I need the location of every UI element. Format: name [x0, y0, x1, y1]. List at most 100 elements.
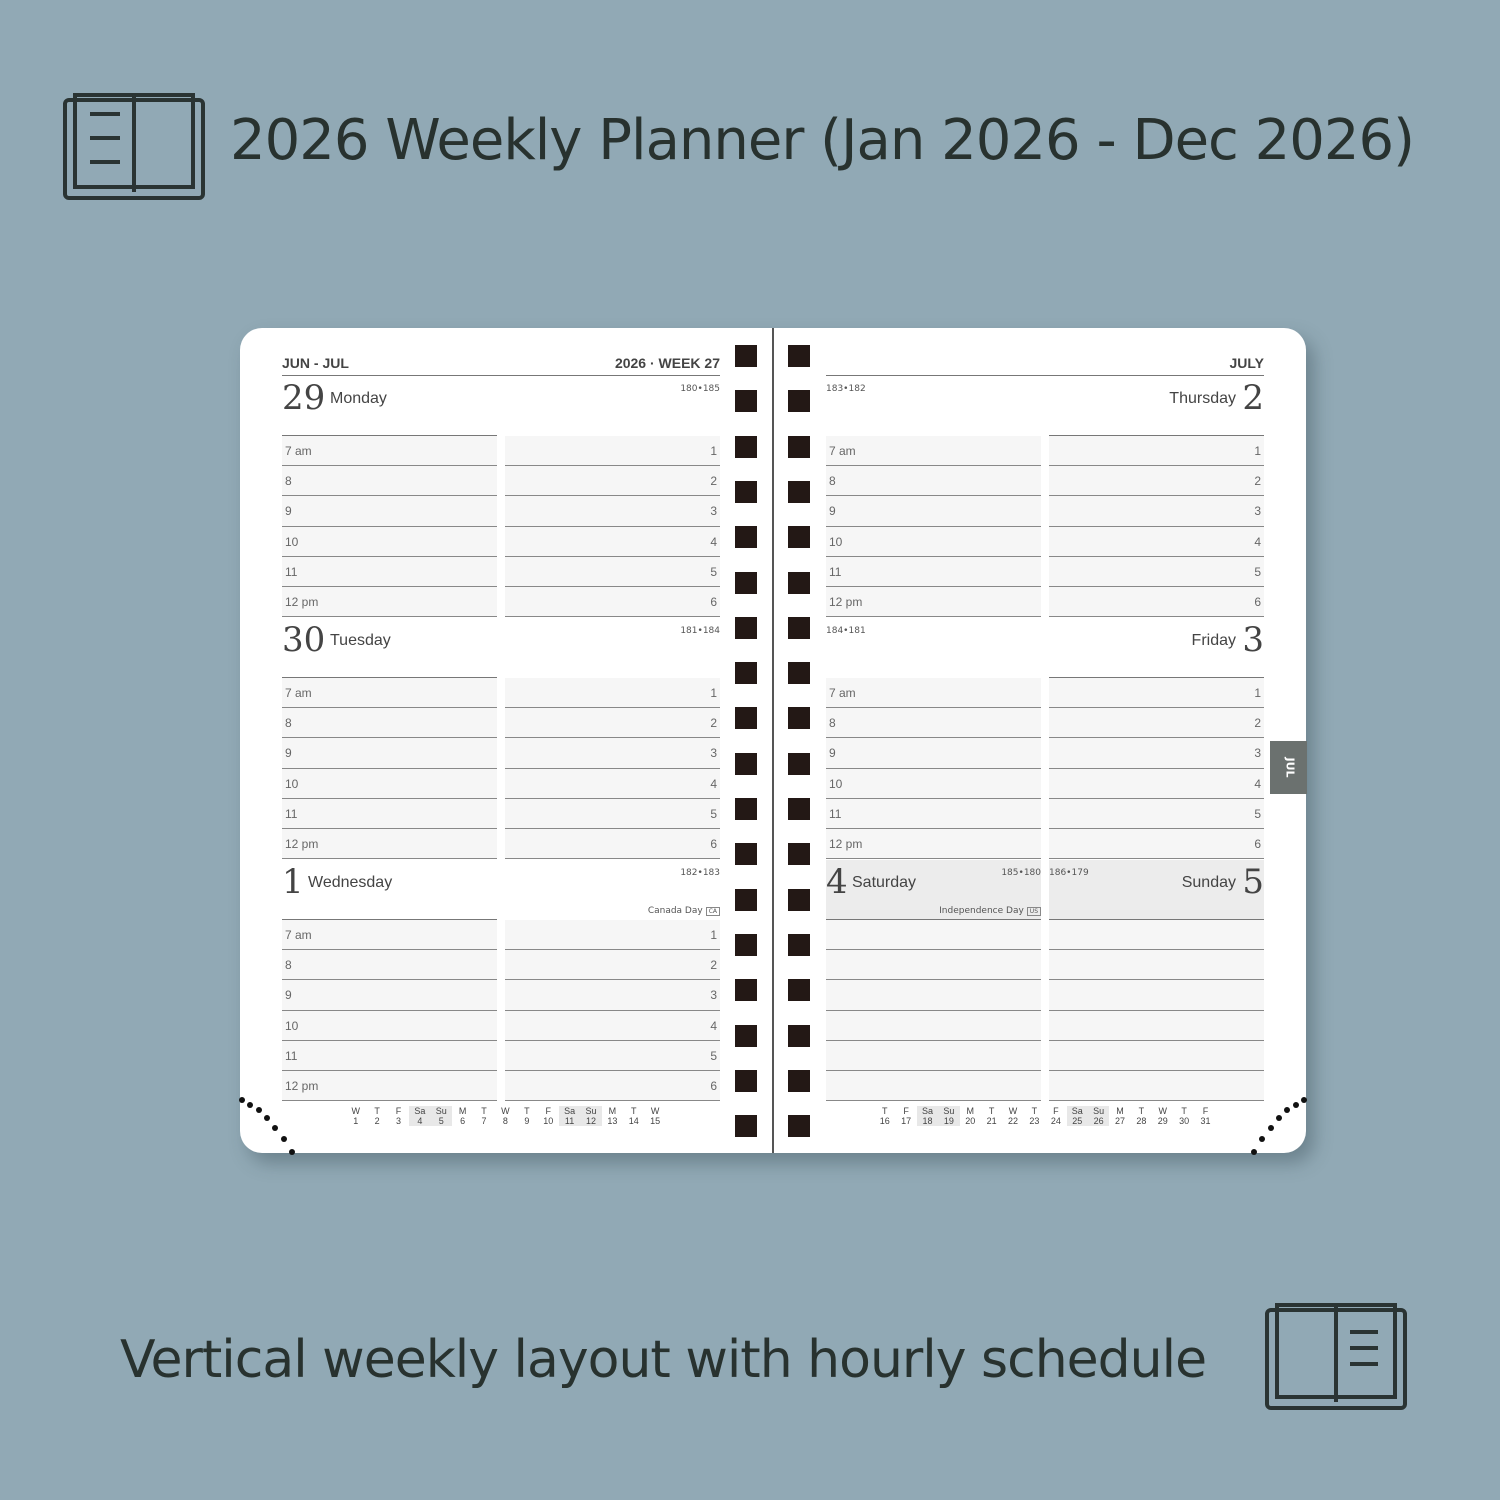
- hour-row[interactable]: 1: [505, 920, 720, 951]
- hour-row[interactable]: 7 am: [282, 920, 497, 951]
- hour-row[interactable]: 5: [505, 798, 720, 829]
- hour-row[interactable]: 6: [505, 828, 720, 860]
- hour-row[interactable]: 2: [505, 950, 720, 981]
- hour-row[interactable]: 7 am: [826, 678, 1041, 709]
- hour-row[interactable]: 1: [505, 436, 720, 467]
- hour-row[interactable]: 10: [826, 768, 1041, 799]
- hour-row[interactable]: 9: [282, 980, 497, 1011]
- hour-row[interactable]: 8: [826, 708, 1041, 739]
- hour-row[interactable]: 12 pm: [826, 586, 1041, 618]
- hour-row[interactable]: 12 pm: [282, 586, 497, 618]
- hour-row[interactable]: 10: [826, 526, 1041, 557]
- hour-row[interactable]: 10: [282, 526, 497, 557]
- hour-row[interactable]: 7 am: [282, 436, 497, 467]
- hour-row[interactable]: 10: [282, 1010, 497, 1041]
- hour-row[interactable]: 9: [282, 496, 497, 527]
- hour-label: 10: [829, 534, 843, 549]
- hour-row[interactable]: 8: [282, 950, 497, 981]
- hour-row[interactable]: 5: [505, 1040, 720, 1071]
- hour-row[interactable]: 1: [1049, 678, 1264, 709]
- hour-row[interactable]: 3: [505, 980, 720, 1011]
- weekday: F: [1202, 1106, 1209, 1116]
- note-row[interactable]: [1049, 1070, 1264, 1102]
- note-row[interactable]: [826, 980, 1041, 1011]
- hour-label: 6: [1254, 836, 1261, 851]
- note-row[interactable]: [1049, 950, 1264, 981]
- hour-row[interactable]: 8: [826, 466, 1041, 497]
- hour-row[interactable]: 3: [505, 496, 720, 527]
- hour-label: 3: [1254, 504, 1261, 519]
- mini-calendar-day: T 21: [981, 1106, 1002, 1126]
- weekday: T: [1031, 1106, 1038, 1116]
- binding-ring: [735, 1069, 757, 1092]
- hour-row[interactable]: 8: [282, 708, 497, 739]
- hour-row[interactable]: 4: [1049, 768, 1264, 799]
- hour-row[interactable]: 3: [1049, 496, 1264, 527]
- hour-row[interactable]: 11: [282, 798, 497, 829]
- weekday: T: [374, 1106, 380, 1116]
- hour-row[interactable]: 6: [505, 586, 720, 618]
- binding-ring: [788, 662, 810, 685]
- hour-row[interactable]: 9: [826, 738, 1041, 769]
- note-row[interactable]: [826, 1070, 1041, 1102]
- hour-row[interactable]: 2: [505, 466, 720, 497]
- note-row[interactable]: [1049, 980, 1264, 1011]
- note-row[interactable]: [826, 920, 1041, 951]
- hour-row[interactable]: 12 pm: [826, 828, 1041, 860]
- date: 18: [922, 1116, 933, 1126]
- hour-row[interactable]: 11: [282, 1040, 497, 1071]
- hour-row[interactable]: 2: [1049, 708, 1264, 739]
- hour-row[interactable]: 4: [505, 526, 720, 557]
- note-row[interactable]: [826, 950, 1041, 981]
- hour-row[interactable]: 7 am: [282, 678, 497, 709]
- hour-row[interactable]: 12 pm: [282, 828, 497, 860]
- hour-row[interactable]: 11: [282, 556, 497, 587]
- hour-row[interactable]: 9: [282, 738, 497, 769]
- month-tab[interactable]: JUL: [1270, 741, 1307, 794]
- hour-row[interactable]: 6: [505, 1070, 720, 1102]
- date: 2: [374, 1116, 380, 1126]
- hour-label: 5: [1254, 806, 1261, 821]
- hour-row[interactable]: 7 am: [826, 436, 1041, 467]
- note-row[interactable]: [1049, 1040, 1264, 1071]
- hour-row[interactable]: 4: [1049, 526, 1264, 557]
- hour-row[interactable]: 4: [505, 768, 720, 799]
- note-row[interactable]: [826, 1010, 1041, 1041]
- binding-ring: [788, 345, 810, 367]
- hour-row[interactable]: 5: [1049, 556, 1264, 587]
- perforation-dot: [280, 1136, 287, 1143]
- hour-row[interactable]: 11: [826, 798, 1041, 829]
- hour-row[interactable]: 3: [505, 738, 720, 769]
- country-badge: US: [1026, 907, 1041, 916]
- hour-row[interactable]: 2: [505, 708, 720, 739]
- hour-label: 4: [710, 534, 717, 549]
- hour-row[interactable]: 1: [505, 678, 720, 709]
- weekday: Su: [435, 1106, 447, 1116]
- day-block: 3 Friday 184•181 7 am 8 9 10 11 12 pm 1 2 3 4 5 6: [826, 618, 1264, 860]
- hour-label: 8: [285, 474, 292, 489]
- hour-row[interactable]: 4: [505, 1010, 720, 1041]
- date: 1: [353, 1116, 359, 1126]
- hour-row[interactable]: 12 pm: [282, 1070, 497, 1102]
- hour-row[interactable]: 11: [826, 556, 1041, 587]
- hour-row[interactable]: 6: [1049, 828, 1264, 860]
- mini-calendar-day: Su 5: [430, 1106, 452, 1126]
- note-row[interactable]: [1049, 920, 1264, 951]
- day-block: 2 Thursday 183•182 7 am 8 9 10 11 12 pm 1 2 3 4 5 6: [826, 376, 1264, 618]
- hour-row[interactable]: 9: [826, 496, 1041, 527]
- hour-label: 7 am: [829, 686, 856, 700]
- hour-row[interactable]: 5: [505, 556, 720, 587]
- hour-row[interactable]: 8: [282, 466, 497, 497]
- perforation-dot: [1251, 1148, 1257, 1155]
- hour-row[interactable]: 2: [1049, 466, 1264, 497]
- hour-row[interactable]: 1: [1049, 436, 1264, 467]
- hour-row[interactable]: 6: [1049, 586, 1264, 618]
- hour-label: 5: [710, 1048, 717, 1063]
- note-row[interactable]: [826, 1040, 1041, 1071]
- hour-row[interactable]: 5: [1049, 798, 1264, 829]
- hour-row[interactable]: 10: [282, 768, 497, 799]
- perforation-dot: [1259, 1136, 1266, 1143]
- note-row[interactable]: [1049, 1010, 1264, 1041]
- notes-column: [826, 920, 1041, 1102]
- hour-row[interactable]: 3: [1049, 738, 1264, 769]
